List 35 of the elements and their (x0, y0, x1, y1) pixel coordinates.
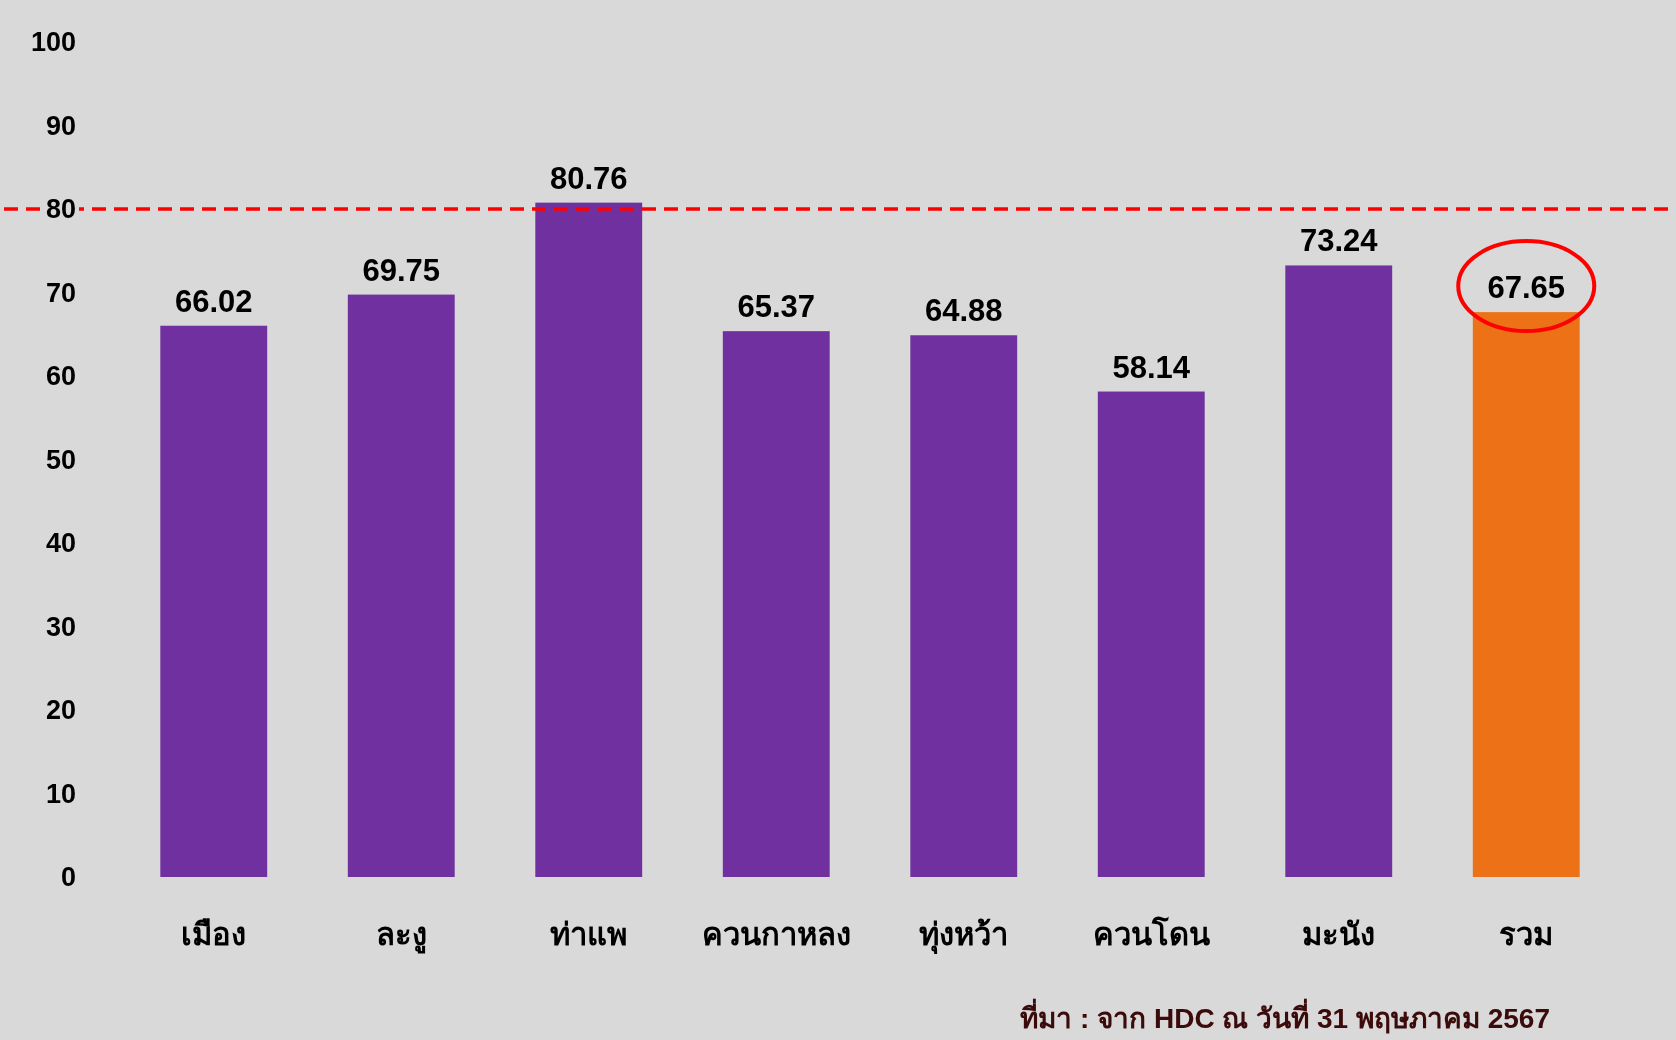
data-label: 65.37 (737, 289, 816, 325)
y-tick-label: 30 (45, 611, 76, 642)
bar (722, 331, 830, 877)
y-tick-label: 20 (45, 695, 76, 725)
data-label: 80.76 (549, 160, 628, 196)
y-tick-label: 80 (45, 194, 76, 224)
bar (347, 294, 455, 877)
x-tick-label: รวม (1499, 917, 1554, 952)
x-tick-label: ควนกาหลง (701, 917, 851, 952)
y-tick-label: 90 (45, 110, 76, 141)
y-tick-label: 0 (60, 862, 76, 892)
bar (910, 335, 1018, 877)
data-label: 73.24 (1299, 223, 1379, 259)
bar (535, 202, 643, 877)
x-tick-label: ท่าแพ (550, 917, 628, 952)
data-label: 64.88 (924, 293, 1003, 329)
bar (1285, 265, 1393, 877)
x-tick-label: ละงู (375, 917, 427, 954)
data-label: 58.14 (1112, 349, 1191, 385)
y-tick-label: 60 (45, 361, 76, 391)
x-tick-label: มะนัง (1302, 917, 1376, 952)
bar (1097, 391, 1205, 877)
bar (160, 325, 268, 877)
data-label: 67.65 (1487, 270, 1566, 306)
data-label: 69.75 (362, 252, 441, 288)
y-tick-label: 50 (45, 444, 76, 475)
data-label: 66.02 (174, 283, 253, 319)
y-tick-label: 10 (45, 778, 76, 809)
y-tick-label: 70 (45, 277, 76, 308)
y-tick-label: 100 (30, 27, 76, 57)
text: ที่มา : จาก HDC ณ วันที่ 31 พฤษภาคม 2567 (1020, 998, 1550, 1034)
x-tick-label: เมือง (181, 917, 247, 952)
x-tick-label: ทุ่งหว้า (919, 917, 1009, 954)
y-tick-label: 40 (45, 528, 76, 558)
x-tick-label: ควนโดน (1092, 916, 1210, 952)
